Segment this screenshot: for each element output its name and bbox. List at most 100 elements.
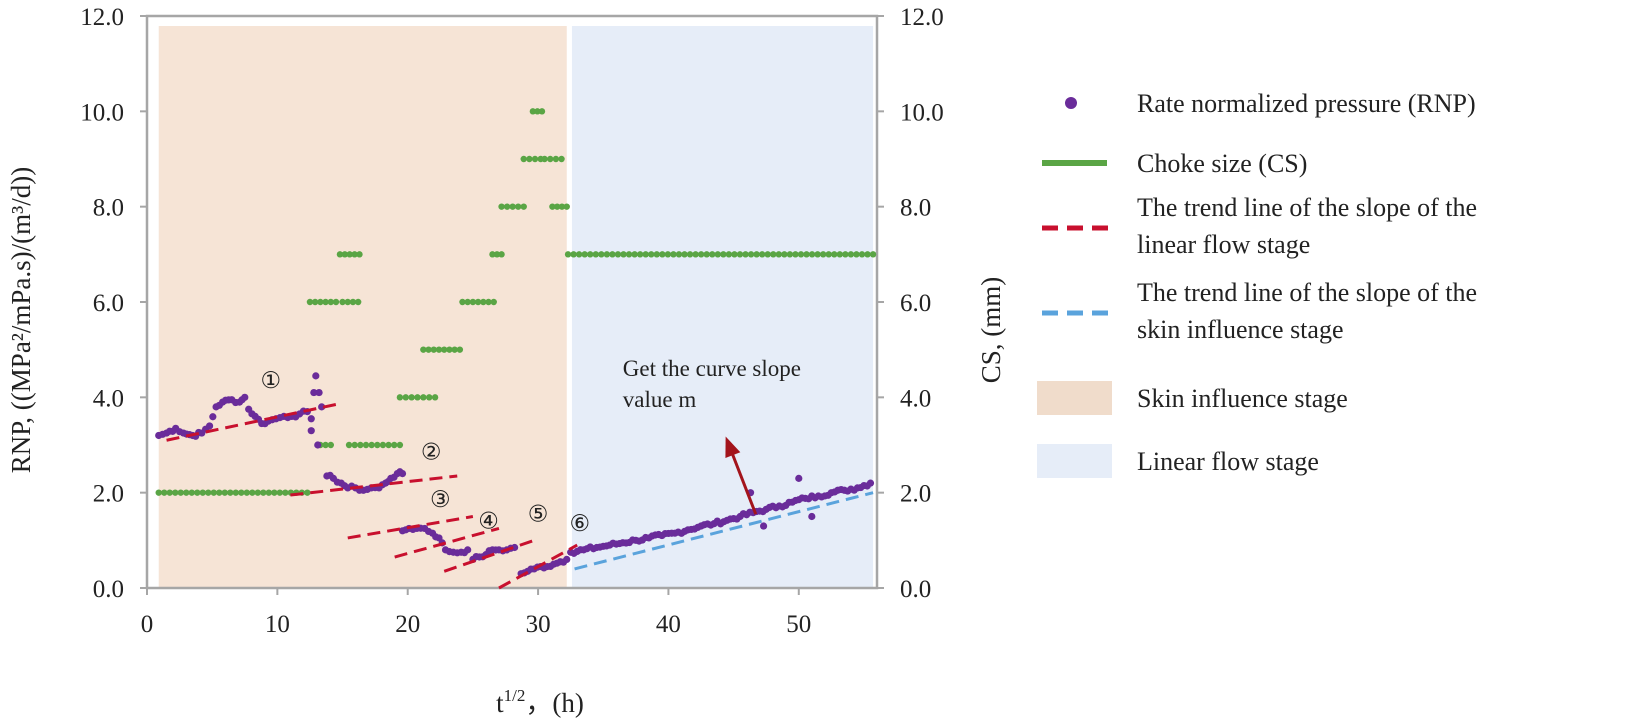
choke-point [753, 251, 760, 258]
choke-point [598, 251, 605, 258]
choke-point [558, 203, 566, 210]
choke-point [564, 251, 572, 258]
choke-point [819, 251, 827, 258]
choke-point [349, 298, 357, 306]
choke-point [480, 298, 487, 306]
legend-item: The trend line of the slope of the linear… [1042, 193, 1477, 259]
legend-label: Linear flow stage [1137, 447, 1319, 476]
choke-point [620, 251, 627, 258]
legend-marker-patch [1037, 444, 1112, 478]
choke-point [842, 251, 849, 258]
rnp-point [315, 388, 323, 397]
rnp-point [310, 388, 318, 397]
rnp-point [398, 470, 407, 478]
choke-point [317, 298, 324, 306]
choke-point [396, 394, 404, 401]
rnp-outlier-point [307, 427, 315, 435]
legend-label: Rate normalized pressure (RNP) [1137, 89, 1476, 118]
choke-point [304, 489, 311, 496]
choke-point [260, 489, 267, 496]
choke-point [703, 251, 710, 258]
choke-point [534, 108, 541, 115]
choke-point [503, 203, 511, 210]
choke-point [221, 489, 228, 496]
choke-point [408, 394, 415, 401]
choke-point [368, 441, 375, 449]
choke-point [426, 394, 433, 401]
y-tick-label: 4.0 [93, 385, 124, 412]
choke-point [864, 251, 871, 258]
choke-point [736, 251, 744, 258]
choke-point [714, 251, 721, 258]
choke-point [344, 298, 351, 306]
x-tick-label: 0 [141, 611, 154, 638]
choke-point [692, 251, 699, 258]
rnp-outlier-point [314, 441, 322, 449]
choke-point [847, 251, 855, 258]
choke-point [425, 346, 432, 353]
rnp-outlier-point [759, 522, 768, 530]
rnp-point [866, 479, 875, 487]
choke-point [825, 251, 832, 258]
choke-point [781, 251, 788, 258]
choke-point [509, 203, 516, 210]
y-tick-label: 6.0 [93, 290, 124, 317]
choke-point [636, 251, 644, 258]
y2-tick-label: 2.0 [900, 481, 931, 508]
choke-point [814, 251, 821, 258]
choke-point [648, 251, 655, 258]
choke-point [177, 489, 184, 496]
choke-point [681, 251, 688, 258]
choke-point [552, 155, 560, 163]
choke-point [529, 108, 537, 115]
choke-point [686, 251, 694, 258]
choke-point [166, 489, 173, 496]
segment-number-label: ⑤ [528, 501, 549, 526]
rnp-point [241, 393, 249, 401]
y2-tick-label: 12.0 [900, 4, 944, 31]
choke-point [420, 346, 427, 353]
choke-point [558, 155, 565, 163]
legend-label: The trend line of the slope of the [1137, 193, 1477, 222]
rnp-point [318, 403, 326, 411]
choke-point [758, 251, 766, 258]
choke-point [356, 251, 363, 258]
x-tick-label: 10 [265, 611, 290, 638]
choke-point [631, 251, 638, 258]
choke-point [792, 251, 799, 258]
choke-point [238, 489, 245, 496]
choke-point [254, 489, 262, 496]
x-tick-label: 50 [786, 611, 811, 638]
choke-point [570, 251, 577, 258]
legend-item: Skin influence stage [1037, 381, 1348, 415]
choke-point [161, 489, 168, 496]
choke-point [720, 251, 727, 258]
choke-point [362, 441, 370, 449]
choke-point [232, 489, 239, 496]
choke-point [485, 298, 492, 306]
choke-point [336, 251, 344, 258]
choke-point [709, 251, 716, 258]
legend-item: Linear flow stage [1037, 444, 1319, 478]
choke-point [391, 441, 398, 449]
y2-tick-label: 0.0 [900, 576, 931, 603]
choke-point [374, 441, 381, 449]
choke-point [725, 251, 733, 258]
choke-point [489, 251, 496, 258]
choke-point [322, 441, 329, 449]
choke-point [379, 441, 387, 449]
choke-point [311, 298, 319, 306]
choke-point [351, 441, 358, 449]
choke-point [282, 489, 289, 496]
y-tick-label: 12.0 [80, 4, 124, 31]
choke-point [731, 251, 738, 258]
choke-point [357, 441, 364, 449]
tick-labels: 0 10 20 30 40 50 0.0 0.0 2.0 2.0 4.0 4.0 6.0 6.0 8.0 8.… [80, 4, 944, 638]
choke-point [446, 346, 453, 353]
rnp-point [563, 555, 571, 564]
rnp-point [209, 413, 217, 421]
choke-point [216, 489, 223, 496]
rnp-point [205, 422, 214, 430]
choke-point [414, 394, 421, 401]
